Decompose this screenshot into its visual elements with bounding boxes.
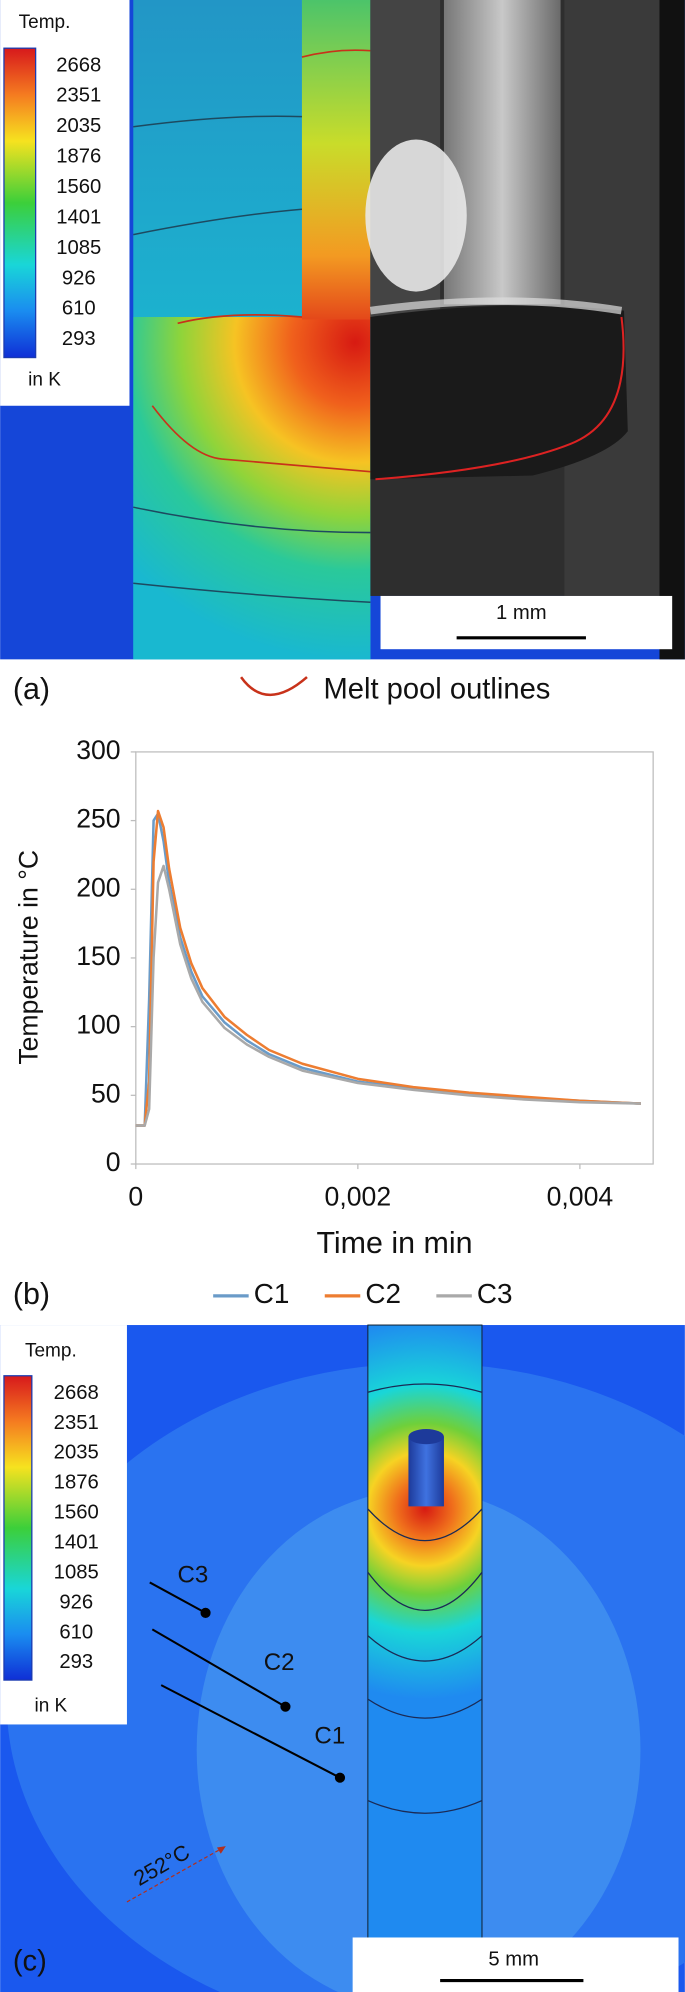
scale-bar-label: 1 mm [496, 602, 547, 624]
colorbar-tick-label: 1876 [56, 146, 101, 168]
colorbar-tick-label: 2351 [56, 85, 101, 107]
colorbar-tick-label: 1560 [54, 1502, 99, 1524]
legend-symbol [240, 676, 308, 697]
colorbar-tick-label: 2351 [54, 1412, 99, 1434]
colorbar-tick-label: 1560 [56, 176, 101, 198]
colorbar-unit: in K [28, 369, 61, 390]
legend-label: C1 [254, 1278, 290, 1309]
panel-label: (c) [13, 1946, 47, 1978]
panel-label: (a) [13, 672, 50, 706]
y-tick-label: 150 [76, 941, 120, 971]
colorbar-tick-label: 293 [62, 328, 96, 350]
y-tick-label: 0 [106, 1147, 121, 1177]
y-tick-label: 200 [76, 872, 120, 902]
colorbar-tick-label: 2035 [56, 115, 101, 137]
colorbar-tick-label: 1085 [54, 1561, 99, 1583]
series-line [135, 812, 642, 1127]
colorbar-a: 2668 2351 2035 1876 1560 1401 1085 926 610 293 [56, 54, 101, 350]
colorbar-tick-label: 1876 [54, 1472, 99, 1494]
colorbar-tick-label: 2668 [54, 1382, 99, 1404]
scale-bar-label: 5 mm [488, 1949, 539, 1971]
colorbar-tick-label: 926 [59, 1591, 93, 1613]
colorbar-tick-label: 610 [62, 298, 96, 320]
colorbar-c: 2668 2351 2035 1876 1560 1401 1085 926 610 293 [54, 1382, 99, 1673]
y-tick-label: 50 [91, 1078, 121, 1108]
panel-label: (b) [13, 1277, 50, 1311]
panel-c-image [0, 1324, 685, 1992]
series-line [135, 809, 642, 1127]
legend-label: C2 [365, 1278, 401, 1309]
colorbar-tick-label: 1085 [56, 237, 101, 259]
colorbar-title: Temp. [19, 12, 71, 33]
colorbar-tick-label: 1401 [56, 206, 101, 228]
colorbar-tick-label: 2668 [56, 54, 101, 76]
x-tick-label: 0,002 [325, 1181, 392, 1211]
point-label: C1 [314, 1722, 345, 1749]
x-axis-title: Time in min [316, 1226, 472, 1260]
line-chart: Temperature in °C Time in min (b) 0 50 100… [13, 735, 654, 1311]
colorbar-tick-label: 610 [59, 1621, 93, 1643]
series-line [135, 864, 641, 1127]
colorbar-tick-label: 2035 [54, 1442, 99, 1464]
colorbar-tick-label: 926 [62, 267, 96, 289]
y-tick-label: 100 [76, 1010, 120, 1040]
legend-label: Melt pool outlines [323, 674, 550, 706]
panel-a-image [0, 0, 685, 660]
y-axis-title: Temperature in °C [14, 850, 44, 1065]
x-tick-label: 0,004 [547, 1181, 614, 1211]
colorbar-tick-label: 1401 [54, 1531, 99, 1553]
x-tick-label: 0 [128, 1181, 143, 1211]
colorbar-tick-label: 293 [59, 1651, 93, 1673]
colorbar-title: Temp. [25, 1341, 77, 1362]
legend-label: C3 [477, 1278, 513, 1309]
y-tick-label: 300 [76, 735, 120, 765]
point-label: C2 [264, 1649, 295, 1676]
point-label: C3 [177, 1561, 208, 1588]
colorbar-unit: in K [34, 1696, 67, 1717]
y-tick-label: 250 [76, 804, 120, 834]
